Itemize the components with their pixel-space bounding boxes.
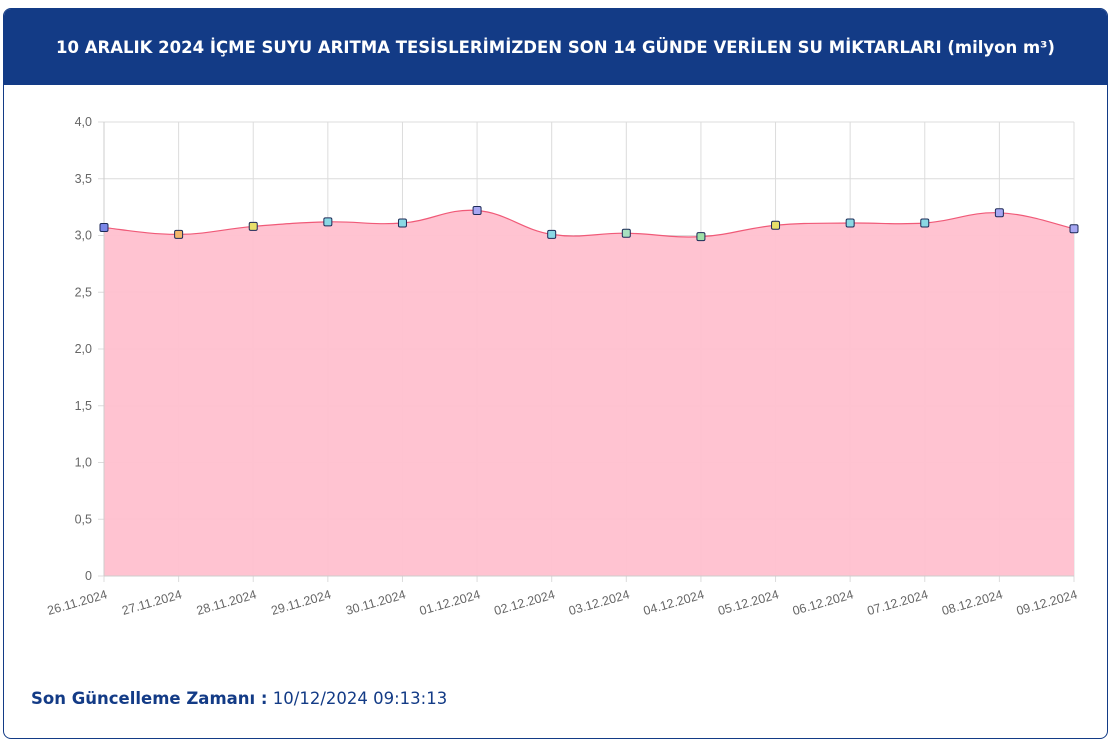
x-tick-label: 29.11.2024 — [270, 587, 333, 617]
x-tick-label: 06.12.2024 — [791, 587, 855, 618]
last-updated-label: Son Güncelleme Zamanı : — [31, 689, 268, 708]
data-point[interactable] — [99, 223, 109, 233]
x-tick-label: 05.12.2024 — [716, 587, 780, 618]
x-tick-label: 30.11.2024 — [344, 587, 407, 617]
y-tick-label: 3,0 — [75, 229, 92, 243]
data-point[interactable] — [547, 229, 557, 239]
data-point[interactable] — [771, 220, 781, 230]
series-line — [103, 209, 1075, 238]
y-axis: 0 0,5 1,0 1,5 2,0 2,5 3,0 3,5 4,0 — [75, 115, 105, 583]
x-tick-label: 02.12.2024 — [493, 587, 557, 618]
area-series — [103, 209, 1075, 576]
x-tick-label: 27.11.2024 — [120, 587, 183, 617]
y-tick-label: 2,0 — [75, 342, 92, 356]
data-point[interactable] — [472, 206, 482, 216]
y-tick-label: 3,5 — [75, 172, 92, 186]
x-tick-label: 01.12.2024 — [418, 587, 482, 618]
y-tick-label: 1,5 — [75, 399, 92, 413]
data-point[interactable] — [994, 208, 1004, 218]
y-tick-label: 1,0 — [75, 456, 92, 470]
data-point[interactable] — [248, 221, 258, 231]
chart-card: 10 ARALIK 2024 İÇME SUYU ARITMA TESİSLER… — [3, 8, 1108, 739]
last-updated-value: 10/12/2024 09:13:13 — [272, 689, 448, 708]
y-tick-label: 0 — [85, 569, 92, 583]
data-point[interactable] — [696, 232, 706, 242]
x-tick-label: 04.12.2024 — [642, 587, 706, 618]
x-tick-label: 08.12.2024 — [940, 587, 1004, 618]
y-tick-label: 4,0 — [75, 115, 92, 129]
x-axis: 26.11.2024 27.11.2024 28.11.2024 29.11.2024… — [46, 575, 1079, 618]
x-tick-label: 03.12.2024 — [567, 587, 631, 618]
data-point[interactable] — [845, 218, 855, 228]
chart-title: 10 ARALIK 2024 İÇME SUYU ARITMA TESİSLER… — [4, 9, 1107, 85]
x-tick-label: 09.12.2024 — [1015, 587, 1079, 618]
x-tick-label: 07.12.2024 — [866, 587, 930, 618]
x-tick-label: 26.11.2024 — [46, 587, 109, 617]
area-fill — [104, 210, 1074, 576]
data-points — [99, 206, 1079, 242]
data-point[interactable] — [621, 228, 631, 238]
chart-area: 0 0,5 1,0 1,5 2,0 2,5 3,0 3,5 4,0 26.11.2024 27.1… — [4, 85, 1107, 665]
last-updated: Son Güncelleme Zamanı : 10/12/2024 09:13… — [31, 689, 447, 708]
area-chart: 0 0,5 1,0 1,5 2,0 2,5 3,0 3,5 4,0 26.11.2024 27.1… — [46, 115, 1079, 618]
data-point[interactable] — [397, 218, 407, 228]
data-point[interactable] — [174, 229, 184, 239]
y-tick-label: 2,5 — [75, 285, 92, 299]
data-point[interactable] — [323, 217, 333, 227]
data-point[interactable] — [1069, 224, 1079, 234]
data-point[interactable] — [920, 218, 930, 228]
x-tick-label: 28.11.2024 — [195, 587, 258, 617]
y-tick-label: 0,5 — [75, 512, 92, 526]
